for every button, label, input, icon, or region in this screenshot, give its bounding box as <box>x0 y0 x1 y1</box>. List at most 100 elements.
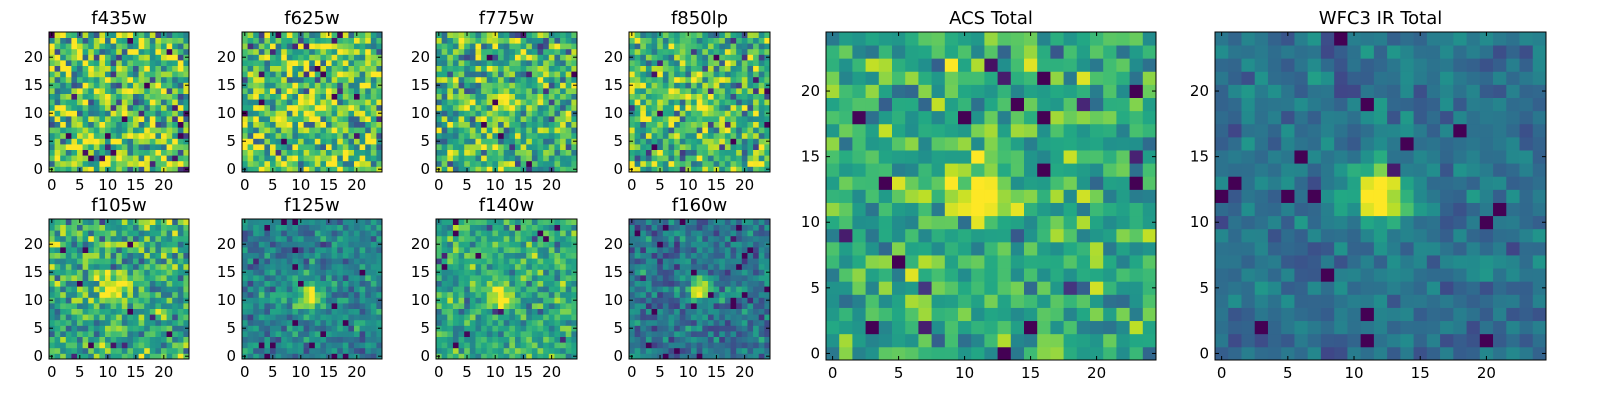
heatmap-cell <box>668 353 675 360</box>
heatmap-cell <box>116 160 123 167</box>
heatmap-cell <box>753 37 760 44</box>
heatmap-cell <box>342 104 349 111</box>
heatmap-cell <box>275 291 282 298</box>
heatmap-cell <box>447 258 454 265</box>
heatmap-cell <box>331 155 338 162</box>
heatmap-cell <box>183 263 190 270</box>
heatmap-cell <box>60 230 67 237</box>
heatmap-cell <box>707 76 714 83</box>
heatmap-cell <box>713 303 720 309</box>
heatmap-cell <box>565 132 572 139</box>
heatmap-cell <box>565 247 572 253</box>
heatmap-cell <box>724 32 731 38</box>
heatmap-cell <box>736 93 743 100</box>
heatmap-cell <box>441 155 448 162</box>
heatmap-cell <box>492 258 499 265</box>
heatmap-cell <box>365 43 372 50</box>
heatmap-cell <box>571 32 578 38</box>
heatmap-cell <box>354 88 360 94</box>
heatmap-cell <box>634 280 641 287</box>
heatmap-cell <box>281 99 288 106</box>
heatmap-cell <box>514 65 521 72</box>
heatmap-cell <box>166 263 173 270</box>
heatmap-cell <box>342 116 349 122</box>
heatmap-cell <box>764 71 771 78</box>
heatmap-cell <box>264 65 271 72</box>
heatmap-cell <box>286 32 293 38</box>
heatmap-cell <box>281 71 288 78</box>
heatmap-cell <box>270 138 276 145</box>
heatmap-cell <box>275 331 282 337</box>
heatmap-cell <box>144 104 151 111</box>
heatmap-cell <box>275 347 282 354</box>
heatmap-cell <box>82 252 89 259</box>
y-tick-label: 10 <box>411 104 430 122</box>
heatmap-cell <box>668 303 675 309</box>
heatmap-cell <box>166 60 173 66</box>
heatmap-cell <box>183 247 190 253</box>
heatmap-cell <box>492 308 499 315</box>
heatmap-cell <box>543 60 550 66</box>
heatmap-cell <box>713 144 720 150</box>
heatmap-cell <box>560 71 567 78</box>
heatmap-cell <box>172 269 179 276</box>
heatmap-cell <box>110 71 117 78</box>
heatmap-cell <box>447 342 454 349</box>
heatmap-cell <box>509 37 516 44</box>
heatmap-cell <box>376 88 383 94</box>
heatmap-cell <box>370 258 377 265</box>
heatmap-cell <box>337 132 344 139</box>
y-tick-label: 5 <box>33 319 43 337</box>
heatmap-cell <box>309 219 316 225</box>
heatmap-cell <box>258 297 265 304</box>
heatmap-cell <box>713 342 720 349</box>
heatmap-cell <box>571 132 578 139</box>
heatmap-cell <box>458 88 465 94</box>
heatmap-cell <box>99 325 106 332</box>
heatmap-cell <box>149 241 156 248</box>
heatmap-cell <box>730 121 737 128</box>
heatmap-cell <box>475 43 482 50</box>
heatmap-cell <box>264 230 271 237</box>
heatmap-cell <box>121 314 128 321</box>
heatmap-cell <box>326 54 332 61</box>
heatmap-cell <box>127 93 134 100</box>
heatmap-cell <box>65 219 72 225</box>
heatmap-cell <box>88 65 95 72</box>
heatmap-cell <box>172 104 179 111</box>
heatmap-cell <box>292 314 299 321</box>
heatmap-cell <box>475 121 482 128</box>
heatmap-cell <box>548 319 555 326</box>
heatmap-cell <box>110 132 117 139</box>
heatmap-cell <box>736 32 743 38</box>
heatmap-cell <box>348 71 355 78</box>
heatmap-cell <box>571 331 578 337</box>
heatmap-cell <box>724 43 731 50</box>
heatmap-cell <box>326 110 332 117</box>
heatmap-cell <box>127 247 134 253</box>
heatmap-cell <box>331 43 338 50</box>
heatmap-cell <box>526 71 533 78</box>
heatmap-cell <box>441 336 448 343</box>
heatmap-cell <box>543 166 550 173</box>
heatmap-cell <box>657 138 664 145</box>
heatmap-cell <box>447 155 454 162</box>
heatmap-cell <box>155 241 162 248</box>
heatmap-cell <box>183 155 190 162</box>
heatmap-cell <box>668 99 675 106</box>
heatmap-cell <box>713 280 720 287</box>
heatmap-cell <box>764 280 771 287</box>
heatmap-cell <box>258 353 265 360</box>
heatmap-cell <box>702 353 709 360</box>
heatmap-cell <box>645 99 652 106</box>
heatmap-cell <box>447 54 454 61</box>
heatmap-cell <box>116 76 123 83</box>
heatmap-cell <box>565 160 572 167</box>
heatmap-cell <box>121 219 128 225</box>
heatmap-cell <box>161 325 167 332</box>
heatmap-cell <box>275 43 282 50</box>
heatmap-cell <box>281 280 288 287</box>
heatmap-cell <box>498 314 505 321</box>
heatmap-cell <box>292 60 299 66</box>
heatmap-cell <box>691 314 698 321</box>
